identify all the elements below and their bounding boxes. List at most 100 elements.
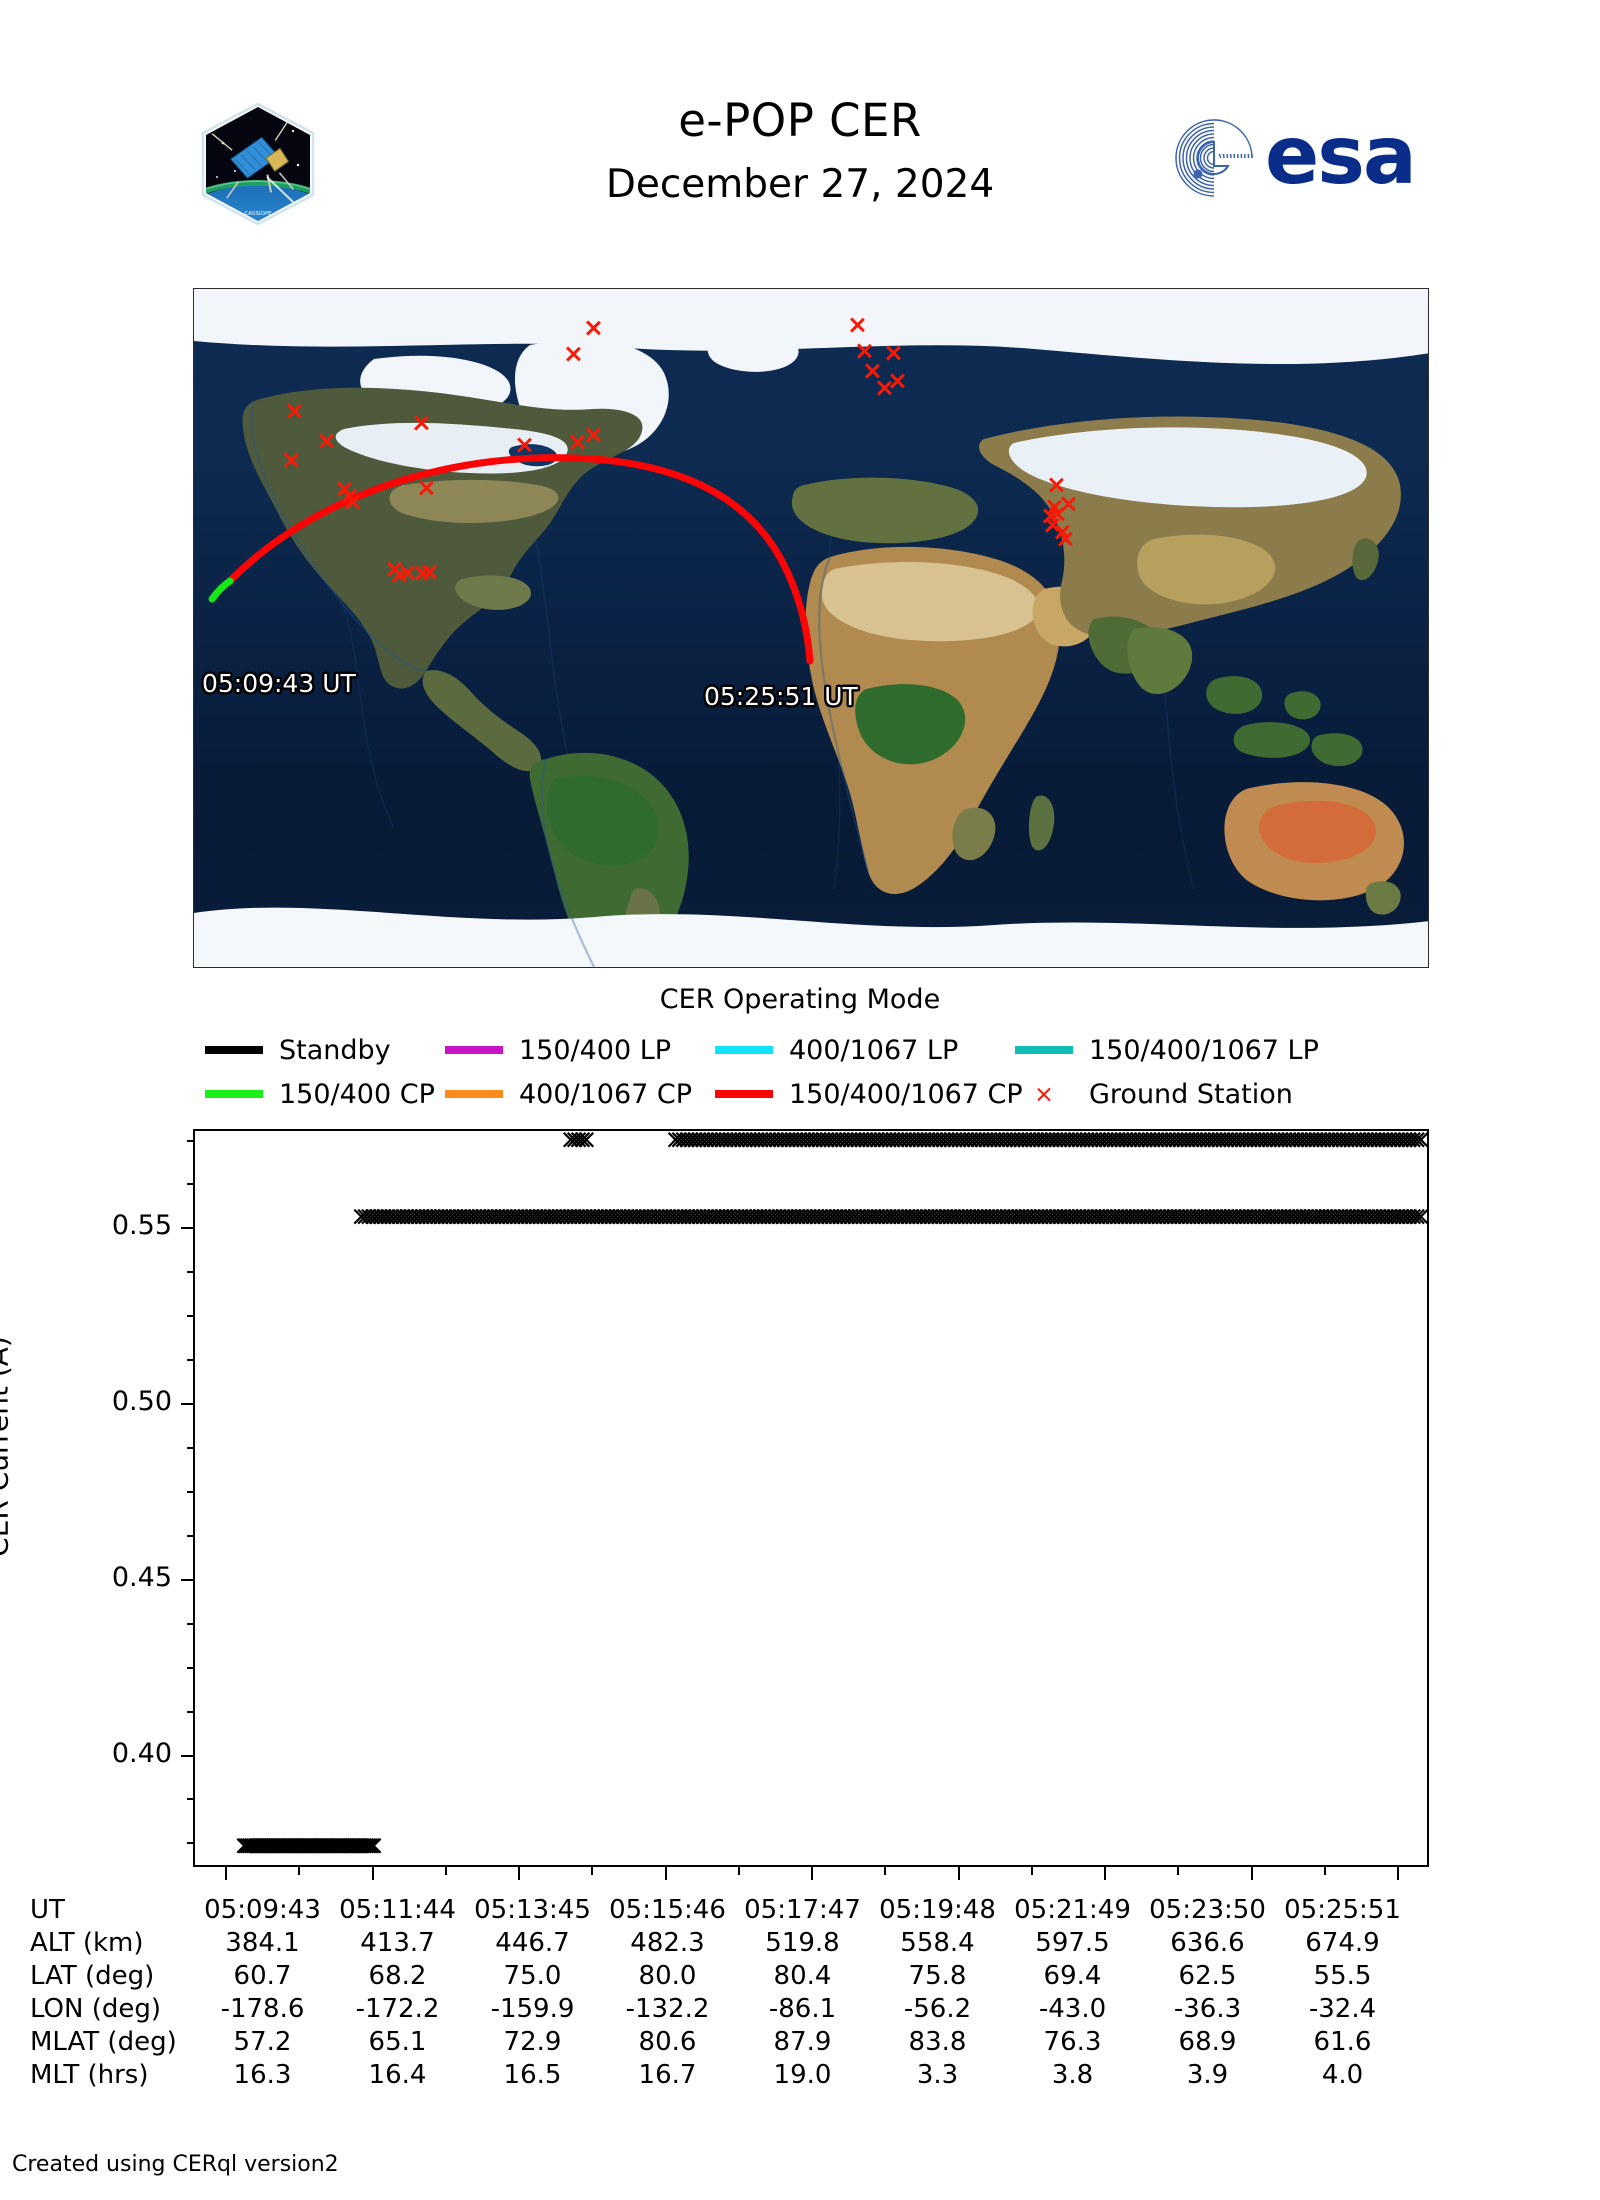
table-row-header: ALT (km) (30, 1927, 144, 1958)
page-header: CASSIOPE e-POP CER December 27, 2024 (0, 0, 1600, 226)
legend-item[interactable]: 400/1067 LP (715, 1035, 1015, 1066)
ground-station-marker (1059, 495, 1077, 513)
footer-credit: Created using CERql version2 (12, 2152, 339, 2177)
ground-station-marker (863, 362, 881, 380)
ground-station-marker (420, 563, 438, 581)
table-cell: 62.5 (1178, 1960, 1237, 1991)
ground-station-marker (884, 344, 902, 362)
legend-item[interactable]: 400/1067 CP (445, 1079, 715, 1110)
x-tick-minor (298, 1867, 301, 1875)
scatter-series (353, 1208, 1427, 1225)
y-tick-minor (187, 1359, 194, 1362)
page-subtitle-date: December 27, 2024 (605, 162, 995, 207)
table-cell: -36.3 (1173, 1993, 1242, 2024)
table-row-header: UT (30, 1894, 65, 1925)
y-tick-minor (187, 1710, 194, 1713)
title-block: e-POP CER December 27, 2024 (0, 0, 1600, 204)
y-tick-label: 0.55 (111, 1210, 172, 1242)
x-tick-minor (1030, 1867, 1033, 1875)
legend-row-1: Standby 150/400 LP 400/1067 LP 150/400/1067… (205, 1028, 1445, 1072)
x-tick-minor (884, 1867, 887, 1875)
table-cell: -86.1 (768, 1993, 837, 2024)
table-cell: 61.6 (1313, 2026, 1372, 2057)
table-cell: 384.1 (225, 1927, 300, 1958)
table-cell: 83.8 (908, 2026, 967, 2057)
legend-color-swatch (445, 1090, 503, 1098)
y-tick-minor (187, 1622, 194, 1625)
ground-station-marker (888, 372, 906, 390)
x-tick-minor (1177, 1867, 1180, 1875)
table-cell: -32.4 (1308, 1993, 1377, 2024)
table-cell: 4.0 (1321, 2059, 1364, 2090)
table-cell: -43.0 (1038, 1993, 1107, 2024)
y-tick-label: 0.40 (111, 1737, 172, 1769)
table-cell: 446.7 (495, 1927, 570, 1958)
legend-row-2: 150/400 CP 400/1067 CP 150/400/1067 CP Grou… (205, 1072, 1445, 1116)
ground-station-marker (515, 436, 533, 454)
table-row: MLT (hrs) 16.3 16.4 16.5 16.7 19.0 3.3 3.8 3.9 4.… (0, 2058, 1600, 2091)
y-tick-minor (187, 1534, 194, 1537)
table-cell: 05:09:43 (204, 1894, 321, 1925)
scatter-series (236, 1837, 382, 1854)
ground-station-marker (285, 402, 303, 420)
table-cell: -178.6 (220, 1993, 305, 2024)
legend-color-swatch (445, 1046, 503, 1054)
table-cell: 3.3 (916, 2059, 959, 2090)
table-cell: 558.4 (900, 1927, 975, 1958)
x-tick-mark (957, 1867, 960, 1880)
table-cell: -159.9 (490, 1993, 575, 2024)
legend-item[interactable]: 150/400/1067 LP (1015, 1035, 1345, 1066)
y-tick-minor (187, 1754, 194, 1757)
ground-station-marker (855, 342, 873, 360)
legend-color-swatch (205, 1090, 263, 1098)
y-tick-minor (187, 1227, 194, 1230)
legend-color-swatch (715, 1090, 773, 1098)
legend-item[interactable]: 150/400 CP (205, 1079, 445, 1110)
x-tick-minor (444, 1867, 447, 1875)
operating-mode-legend: Standby 150/400 LP 400/1067 LP 150/400/1067… (205, 1028, 1445, 1116)
table-row: UT 05:09:43 05:11:44 05:13:45 05:15:46 05:17:… (0, 1893, 1600, 1926)
cassiope-logo: CASSIOPE (197, 102, 319, 226)
cassiope-logo-text: CASSIOPE (244, 211, 272, 217)
table-cell: 519.8 (765, 1927, 840, 1958)
legend-item[interactable]: 150/400/1067 CP (715, 1079, 1023, 1110)
legend-item-label: 150/400 CP (279, 1078, 435, 1110)
y-tick-minor (187, 1447, 194, 1450)
x-tick-minor (1323, 1867, 1326, 1875)
scatter-points-layer (236, 1131, 1427, 1854)
legend-item-label: 400/1067 LP (789, 1034, 959, 1066)
table-cell: 05:21:49 (1014, 1894, 1131, 1925)
ground-station-marker (1056, 530, 1074, 548)
scatter-series (562, 1131, 1427, 1148)
y-tick-minor (187, 1403, 194, 1406)
ground-station-marker (317, 432, 335, 450)
table-row-header: LAT (deg) (30, 1960, 155, 1991)
x-tick-mark (811, 1867, 813, 1880)
legend-item[interactable]: Standby (205, 1035, 445, 1066)
table-cell: 482.3 (630, 1927, 705, 1958)
table-cell: 75.0 (503, 1960, 562, 1991)
legend-item[interactable]: Ground Station (1015, 1079, 1345, 1110)
table-cell: 674.9 (1305, 1927, 1380, 1958)
x-tick-minor (737, 1867, 740, 1875)
table-row: ALT (km) 384.1 413.7 446.7 482.3 519.8 558.4 59… (0, 1926, 1600, 1959)
table-cell: 05:19:48 (879, 1894, 996, 1925)
table-cell: 16.4 (368, 2059, 427, 2090)
table-cell: -172.2 (355, 1993, 440, 2024)
table-cell: 05:15:46 (609, 1894, 726, 1925)
table-row: MLAT (deg) 57.2 65.1 72.9 80.6 87.9 83.8 76.3 68… (0, 2025, 1600, 2058)
table-cell: 76.3 (1043, 2026, 1102, 2057)
table-cell: 65.1 (368, 2026, 427, 2057)
table-cell: 57.2 (233, 2026, 292, 2057)
legend-color-swatch (205, 1046, 263, 1054)
table-cell: 16.3 (233, 2059, 292, 2090)
world-map-panel[interactable]: 05:09:43 UT 05:25:51 UT (193, 288, 1429, 968)
table-row-header: LON (deg) (30, 1993, 162, 2024)
table-cell: 68.2 (368, 1960, 427, 1991)
cer-current-scatter-plot[interactable] (193, 1129, 1429, 1867)
x-tick-mark (371, 1867, 374, 1880)
legend-item-label: 400/1067 CP (519, 1078, 693, 1110)
satellite-track-start-segment (208, 577, 234, 603)
table-cell: 75.8 (908, 1960, 967, 1991)
legend-item[interactable]: 150/400 LP (445, 1035, 715, 1066)
